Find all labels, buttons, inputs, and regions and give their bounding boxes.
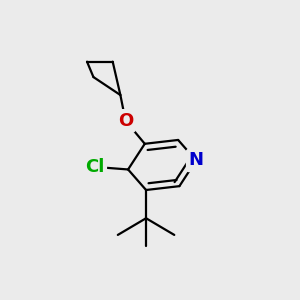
Text: N: N	[189, 152, 204, 169]
Text: Cl: Cl	[85, 158, 104, 176]
Text: O: O	[118, 112, 133, 130]
